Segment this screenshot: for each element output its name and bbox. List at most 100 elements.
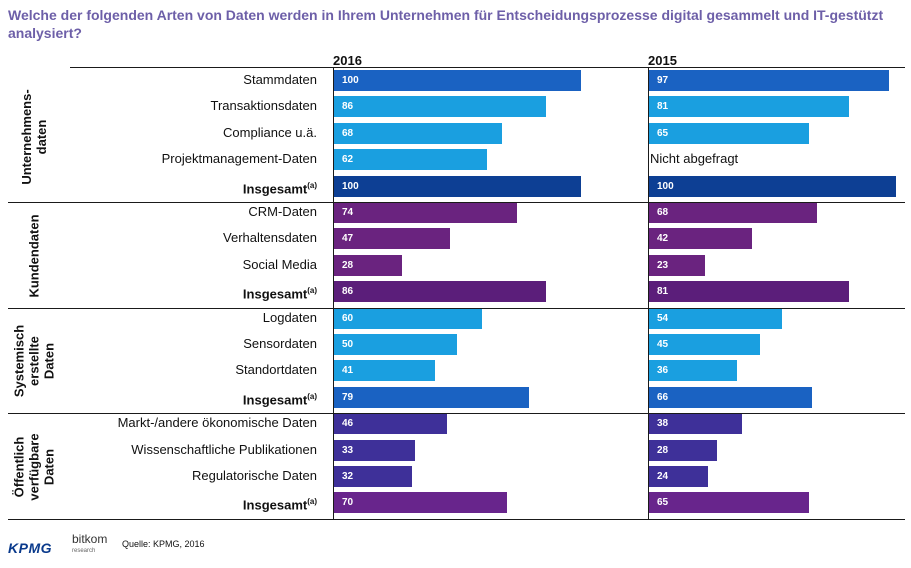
bar-2015 (648, 228, 753, 250)
bar-2015 (648, 413, 743, 435)
bar-value-2016: 86 (342, 101, 354, 113)
bar-value-2015: 81 (657, 101, 669, 113)
bar-2016 (333, 175, 581, 197)
chart-title: Welche der folgenden Arten von Daten wer… (8, 7, 884, 41)
group-label: Systemisch erstellte Daten (11, 325, 57, 398)
bar-2016 (333, 439, 415, 461)
bar-2015 (648, 386, 812, 408)
bar-value-2016: 86 (342, 286, 354, 298)
bar-2015 (648, 281, 849, 303)
bar-2015 (648, 492, 810, 514)
bar-2016 (333, 466, 413, 487)
bar-value-2015: 81 (657, 286, 669, 298)
footnote-marker: (a) (307, 391, 317, 401)
bar-value-2016: 47 (342, 233, 354, 245)
bar-value-2015: 68 (657, 207, 669, 218)
bar-2016 (333, 492, 507, 514)
bitkom-logo-text: bitkom (72, 532, 108, 546)
bar-value-2015: 28 (657, 444, 669, 456)
not-asked-note: Nicht abgefragt (650, 151, 739, 167)
row-label: Regulatorische Daten (191, 468, 317, 483)
bar-2015 (648, 307, 782, 329)
bar-2016 (333, 122, 502, 144)
group-separator (8, 413, 905, 414)
bar-value-2016: 100 (342, 180, 359, 192)
year-2015-header: 2015 (648, 53, 677, 68)
bar-value-2016: 46 (342, 418, 354, 430)
bar-2016 (333, 334, 457, 355)
bar-value-2016: 33 (342, 444, 354, 456)
bar-value-2015: 65 (657, 127, 669, 139)
bar-value-2016: 32 (342, 471, 354, 482)
row-label-total: Insgesamt(a) (242, 180, 317, 196)
row-label: Compliance u.ä. (223, 124, 317, 140)
row-label: Wissenschaftliche Publikationen (131, 441, 317, 457)
bar-2015 (648, 360, 738, 382)
bar-2015 (648, 202, 817, 223)
row-label: Social Media (242, 256, 317, 272)
row-label-total: Insgesamt(a) (242, 497, 317, 513)
bar-value-2016: 100 (342, 75, 359, 86)
bar-value-2016: 79 (342, 391, 354, 403)
bar-value-2015: 38 (657, 418, 669, 430)
bar-value-2015: 66 (657, 391, 669, 403)
bar-2015 (648, 70, 889, 91)
bar-value-2016: 62 (342, 154, 354, 166)
bar-2015 (648, 466, 708, 487)
bar-value-2016: 68 (342, 127, 354, 139)
row-label-total: Insgesamt(a) (242, 391, 317, 408)
bar-2016 (333, 70, 581, 91)
bar-value-2015: 65 (657, 497, 669, 509)
bar-value-2015: 23 (657, 259, 669, 271)
row-label: Sensordaten (243, 336, 317, 351)
bar-2016 (333, 413, 448, 435)
row-label: Verhaltensdaten (223, 230, 317, 246)
bar-2016 (333, 281, 547, 303)
row-label: Markt-/andere ökonomische Daten (117, 415, 317, 431)
bar-2016 (333, 307, 482, 329)
bar-2016 (333, 96, 547, 118)
bar-2015 (648, 254, 706, 276)
bitkom-logo-subtext: research (72, 548, 96, 554)
year-2016-header: 2016 (333, 53, 362, 68)
bar-value-2015: 100 (657, 180, 674, 192)
row-label: Transaktionsdaten (210, 98, 317, 114)
group-label: Kundendaten (26, 214, 42, 298)
axis-line-2015 (648, 67, 649, 519)
row-label: Projektmanagement-Daten (161, 151, 317, 167)
axis-line-2016 (333, 67, 334, 519)
bar-value-2015: 24 (657, 471, 669, 482)
bar-value-2015: 42 (657, 233, 669, 245)
bar-value-2015: 45 (657, 339, 669, 350)
bar-2016 (333, 228, 450, 250)
bar-value-2015: 54 (657, 312, 669, 324)
bar-2016 (333, 254, 403, 276)
group-separator (8, 519, 905, 520)
group-label: Unternehmens-daten (19, 89, 49, 185)
footnote-marker: (a) (307, 286, 317, 296)
bar-value-2016: 60 (342, 312, 354, 324)
bar-2015 (648, 334, 760, 355)
kpmg-logo: KPMG (8, 540, 52, 556)
bar-value-2016: 28 (342, 259, 354, 271)
bar-2016 (333, 386, 529, 408)
bar-2015 (648, 439, 718, 461)
bar-2015 (648, 96, 849, 118)
bar-2015 (648, 122, 810, 144)
header-rule (70, 67, 905, 68)
bitkom-research-logo: bitkom research (72, 533, 107, 557)
bar-2016 (333, 360, 435, 382)
bar-value-2015: 36 (657, 365, 669, 377)
row-label: Stammdaten (243, 72, 317, 87)
group-separator (8, 202, 905, 203)
bar-2015 (648, 175, 896, 197)
row-label: CRM-Daten (248, 204, 317, 219)
row-label-total: Insgesamt(a) (242, 286, 317, 302)
bar-value-2016: 50 (342, 339, 354, 350)
bar-value-2015: 97 (657, 75, 669, 86)
bar-value-2016: 41 (342, 365, 354, 377)
group-label: Öffentlich verfügbare Daten (11, 433, 57, 501)
source-note: Quelle: KPMG, 2016 (122, 539, 205, 549)
footnote-marker: (a) (307, 180, 317, 190)
bar-2016 (333, 202, 517, 223)
